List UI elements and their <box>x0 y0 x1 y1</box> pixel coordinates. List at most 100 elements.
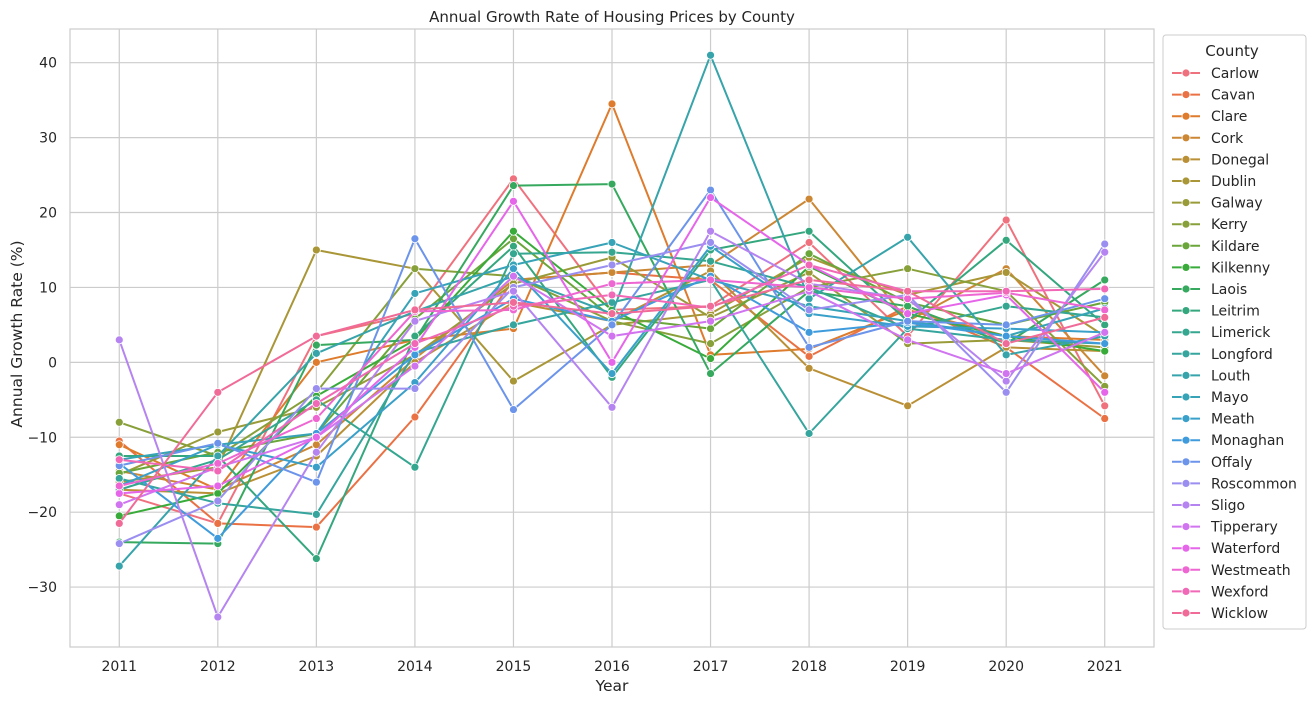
data-point <box>213 519 223 528</box>
data-point <box>114 481 124 491</box>
data-point <box>311 399 321 408</box>
y-tick-label: 20 <box>39 206 57 222</box>
data-point <box>706 324 715 334</box>
data-point <box>410 289 420 298</box>
data-point <box>1100 312 1110 322</box>
legend-swatch-marker <box>1181 198 1191 208</box>
data-point <box>804 294 814 304</box>
x-axis-label: Year <box>595 677 629 695</box>
legend-item: Clare <box>1172 109 1247 125</box>
legend-item: Limerick <box>1172 325 1271 341</box>
legend-swatch-marker <box>1181 111 1191 121</box>
data-point <box>410 339 420 349</box>
data-point <box>1001 339 1011 349</box>
data-point <box>114 519 124 528</box>
legend-label: Carlow <box>1211 66 1259 82</box>
legend-label: Offaly <box>1211 455 1252 471</box>
data-point <box>410 264 420 274</box>
legend-label: Meath <box>1211 412 1255 428</box>
data-point <box>1001 376 1011 386</box>
data-point <box>1100 239 1110 249</box>
data-point <box>114 561 124 571</box>
data-point <box>607 268 617 277</box>
series-lines <box>114 50 1110 622</box>
data-point <box>509 298 518 307</box>
data-point <box>903 309 913 319</box>
data-point <box>903 316 913 326</box>
data-point <box>311 331 321 341</box>
data-point <box>607 99 617 109</box>
data-point <box>607 238 617 247</box>
data-point <box>114 500 124 510</box>
data-point <box>311 245 321 255</box>
data-point <box>213 466 223 476</box>
legend-swatch-marker <box>1181 241 1191 251</box>
legend-swatch-marker <box>1181 90 1191 99</box>
data-point <box>509 241 518 251</box>
legend-label: Wicklow <box>1211 606 1268 622</box>
data-point <box>213 438 223 448</box>
data-point <box>1100 346 1110 356</box>
legend-item: Wexford <box>1172 584 1269 600</box>
data-point <box>706 316 715 326</box>
data-point <box>1100 275 1110 285</box>
legend-label: Waterford <box>1211 541 1280 557</box>
x-tick-label: 2016 <box>594 659 630 675</box>
legend-swatch-marker <box>1181 608 1191 618</box>
chart-title: Annual Growth Rate of Housing Prices by … <box>429 8 795 26</box>
data-point <box>804 275 814 285</box>
legend-item: Louth <box>1172 368 1250 384</box>
data-point <box>804 327 814 337</box>
legend-label: Kilkenny <box>1211 260 1270 276</box>
series-offaly <box>114 185 1110 487</box>
legend-item: Kildare <box>1172 239 1260 255</box>
x-tick-label: 2021 <box>1087 659 1123 675</box>
data-point <box>903 264 913 274</box>
y-tick-label: 30 <box>39 131 57 147</box>
legend-label: Roscommon <box>1211 476 1297 492</box>
data-point <box>114 335 124 345</box>
legend-item: Leitrim <box>1172 304 1260 320</box>
data-point <box>509 320 518 330</box>
data-point <box>509 264 518 274</box>
data-point <box>804 238 814 247</box>
legend-label: Clare <box>1211 109 1247 125</box>
data-point <box>607 309 617 319</box>
data-point <box>213 459 223 468</box>
legend-label: Laois <box>1211 282 1247 298</box>
data-point <box>213 451 223 461</box>
x-tick-label: 2018 <box>791 659 827 675</box>
data-point <box>410 361 420 371</box>
data-point <box>509 286 518 296</box>
legend-swatch-marker <box>1181 392 1191 402</box>
legend-swatch-marker <box>1181 414 1191 424</box>
data-point <box>509 234 518 244</box>
data-point <box>706 339 715 349</box>
data-point <box>509 405 518 414</box>
data-point <box>607 247 617 257</box>
data-point <box>311 414 321 423</box>
data-point <box>804 194 814 204</box>
series-sligo <box>114 226 1110 622</box>
x-tick-label: 2014 <box>397 659 433 675</box>
data-point <box>1100 401 1110 411</box>
data-point <box>213 481 223 491</box>
data-point <box>311 357 321 367</box>
legend-item: Offaly <box>1172 455 1252 471</box>
legend-swatch-marker <box>1181 370 1191 380</box>
data-point <box>410 384 420 393</box>
legend-swatch-marker <box>1181 349 1191 359</box>
legend-label: Sligo <box>1211 498 1245 514</box>
data-point <box>1100 305 1110 315</box>
data-point <box>607 402 617 412</box>
legend-swatch-marker <box>1181 327 1191 337</box>
data-point <box>311 477 321 487</box>
x-tick-label: 2019 <box>890 659 926 675</box>
legend-swatch-marker <box>1181 543 1191 553</box>
data-point <box>213 387 223 397</box>
data-point <box>311 447 321 457</box>
data-point <box>804 305 814 315</box>
data-point <box>903 401 913 411</box>
data-point <box>311 554 321 564</box>
